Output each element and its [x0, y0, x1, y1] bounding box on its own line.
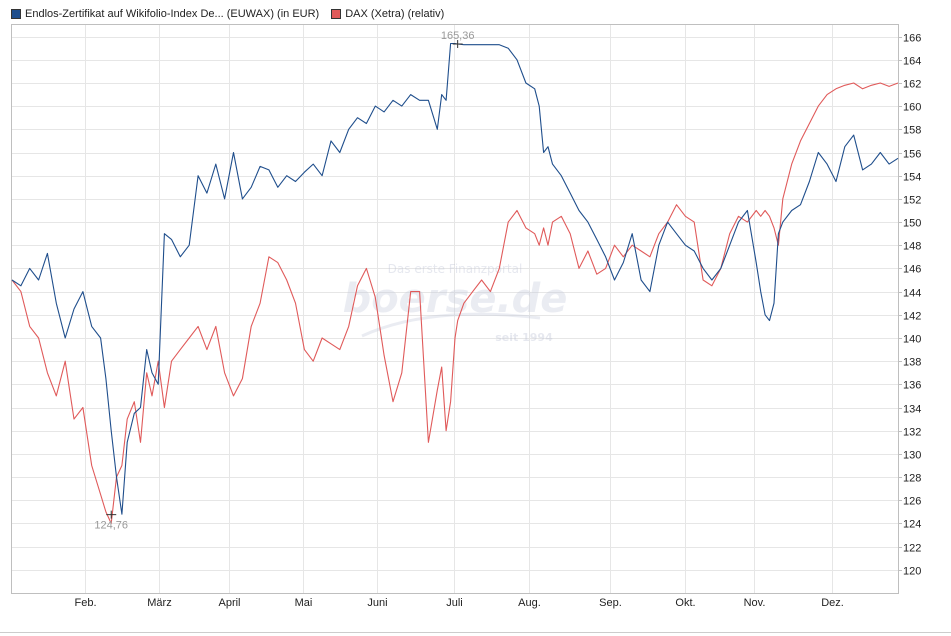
watermark-swoosh	[361, 312, 541, 338]
series-line-1	[11, 42, 899, 515]
x-tick-label: April	[218, 597, 240, 609]
y-tick-label: 138	[903, 357, 921, 369]
legend-swatch-series-2	[331, 9, 342, 19]
y-tick-label: 140	[903, 334, 921, 346]
x-tick-label: Nov.	[744, 597, 766, 609]
plot-frame	[11, 24, 899, 594]
watermark: Das erste Finanzportal boerse.de seit 19…	[343, 262, 568, 344]
chart-legend: Endlos-Zertifikat auf Wikifolio-Index De…	[11, 6, 456, 22]
annotation-label: 124,76	[94, 520, 128, 532]
y-tick-label: 136	[903, 380, 921, 392]
y-tick-label: 152	[903, 195, 921, 207]
x-tick-label: Okt.	[675, 597, 695, 609]
legend-label-series-2: DAX (Xetra) (relativ)	[345, 8, 445, 20]
annotations: 165,36 124,76	[94, 30, 474, 532]
y-tick-label: 166	[903, 33, 921, 45]
legend-label-series-1: Endlos-Zertifikat auf Wikifolio-Index De…	[25, 8, 320, 20]
x-tick-label: Juni	[367, 597, 387, 609]
y-tick-label: 132	[903, 427, 921, 439]
series-layer	[11, 42, 899, 524]
x-axis-ticks: Feb. März April Mai Juni Juli Aug. Sep. Okt. Nov.…	[74, 597, 843, 609]
y-tick-label: 144	[903, 288, 921, 300]
y-tick-label: 150	[903, 218, 921, 230]
legend-item-series-1: Endlos-Zertifikat auf Wikifolio-Index De…	[11, 8, 319, 20]
watermark-logo: boerse.de	[343, 276, 568, 322]
x-tick-label: Dez.	[821, 597, 844, 609]
y-tick-label: 124	[903, 519, 921, 531]
legend-item-series-2: DAX (Xetra) (relativ)	[331, 8, 444, 20]
y-tick-label: 120	[903, 566, 921, 578]
x-tick-label: Aug.	[518, 597, 541, 609]
legend-swatch-series-1	[11, 9, 21, 19]
x-tick-label: Sep.	[599, 597, 622, 609]
x-tick-label: Feb.	[74, 597, 96, 609]
series-line-2	[11, 82, 899, 524]
y-axis-ticks: 120 122 124 126 128 130 132 134 136 138 140 142 144 1…	[898, 33, 921, 578]
y-tick-label: 154	[903, 172, 921, 184]
y-tick-label: 148	[903, 241, 921, 253]
y-tick-label: 146	[903, 264, 921, 276]
y-tick-label: 160	[903, 102, 921, 114]
y-tick-label: 126	[903, 496, 921, 508]
y-tick-label: 164	[903, 56, 921, 68]
y-tick-label: 158	[903, 125, 921, 137]
y-tick-label: 134	[903, 404, 921, 416]
y-tick-label: 156	[903, 149, 921, 161]
y-tick-label: 122	[903, 543, 921, 555]
x-tick-label: März	[147, 597, 171, 609]
y-tick-label: 142	[903, 311, 921, 323]
y-tick-label: 128	[903, 473, 921, 485]
x-tick-label: Mai	[295, 597, 313, 609]
watermark-tagline: Das erste Finanzportal	[388, 262, 523, 276]
watermark-year: seit 1994	[495, 331, 553, 344]
annotation-label: 165,36	[441, 30, 475, 42]
y-tick-label: 130	[903, 450, 921, 462]
x-tick-label: Juli	[446, 597, 463, 609]
y-tick-label: 162	[903, 79, 921, 91]
